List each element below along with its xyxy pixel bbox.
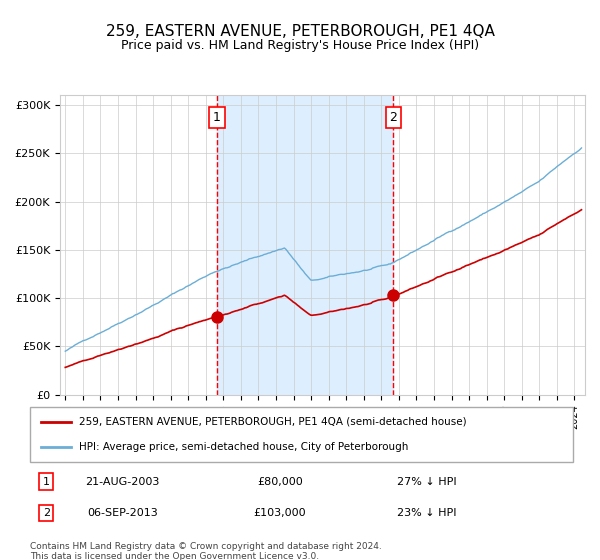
Text: 21-AUG-2003: 21-AUG-2003	[85, 477, 160, 487]
Text: £103,000: £103,000	[253, 508, 306, 518]
Text: 27% ↓ HPI: 27% ↓ HPI	[397, 477, 456, 487]
Text: 23% ↓ HPI: 23% ↓ HPI	[397, 508, 456, 518]
Text: 259, EASTERN AVENUE, PETERBOROUGH, PE1 4QA (semi-detached house): 259, EASTERN AVENUE, PETERBOROUGH, PE1 4…	[79, 417, 466, 427]
Text: £80,000: £80,000	[257, 477, 302, 487]
Text: HPI: Average price, semi-detached house, City of Peterborough: HPI: Average price, semi-detached house,…	[79, 442, 408, 452]
Text: 06-SEP-2013: 06-SEP-2013	[87, 508, 158, 518]
Text: 2: 2	[389, 111, 397, 124]
Text: 259, EASTERN AVENUE, PETERBOROUGH, PE1 4QA: 259, EASTERN AVENUE, PETERBOROUGH, PE1 4…	[106, 24, 494, 39]
Bar	[217, 95, 393, 395]
Text: 2: 2	[43, 508, 50, 518]
Text: 1: 1	[43, 477, 50, 487]
Text: 1: 1	[213, 111, 221, 124]
FancyBboxPatch shape	[30, 407, 573, 462]
Text: Price paid vs. HM Land Registry's House Price Index (HPI): Price paid vs. HM Land Registry's House …	[121, 39, 479, 52]
Text: Contains HM Land Registry data © Crown copyright and database right 2024.
This d: Contains HM Land Registry data © Crown c…	[30, 542, 382, 560]
